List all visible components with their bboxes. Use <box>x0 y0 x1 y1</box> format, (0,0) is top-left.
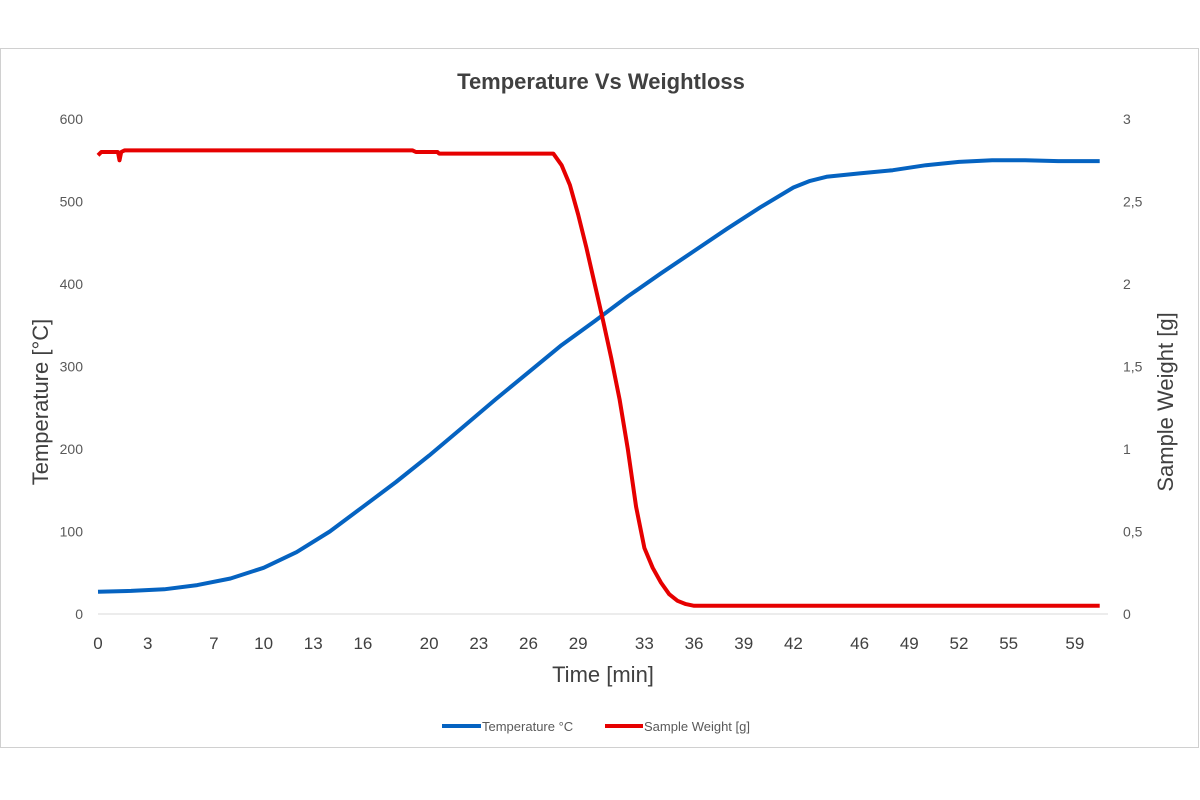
x-tick-label: 16 <box>353 634 372 653</box>
temperature-series-line <box>97 158 1100 594</box>
left-tick-label: 500 <box>60 194 84 210</box>
right-tick-label: 1,5 <box>1123 359 1143 375</box>
x-tick-label: 46 <box>850 634 869 653</box>
x-tick-label: 10 <box>254 634 273 653</box>
x-tick-label: 36 <box>685 634 704 653</box>
x-tick-label: 3 <box>143 634 152 653</box>
left-tick-label: 600 <box>60 111 84 127</box>
right-tick-label: 2 <box>1123 276 1131 292</box>
legend: Temperature °C Sample Weight [g] <box>442 719 750 734</box>
x-tick-label: 23 <box>469 634 488 653</box>
left-tick-label: 200 <box>60 441 84 457</box>
left-axis-title: Temperature [°C] <box>28 319 53 486</box>
x-axis-ticks: 0 3 7 10 13 16 20 23 26 29 33 36 39 42 46 49 52 55 59 <box>93 634 1084 653</box>
right-tick-label: 3 <box>1123 111 1131 127</box>
x-tick-label: 59 <box>1065 634 1084 653</box>
chart-svg: Temperature Vs Weightloss 01002003004005… <box>28 69 1178 734</box>
x-tick-label: 13 <box>304 634 323 653</box>
x-tick-label: 33 <box>635 634 654 653</box>
left-axis-ticks: 0 100 200 300 400 500 600 <box>60 111 84 622</box>
chart-frame: Temperature Vs Weightloss 0 100 200 300 400 5… <box>0 48 1199 748</box>
x-tick-label: 52 <box>950 634 969 653</box>
right-tick-label: 2,5 <box>1123 194 1143 210</box>
x-tick-label: 42 <box>784 634 803 653</box>
x-tick-label: 49 <box>900 634 919 653</box>
x-tick-label: 29 <box>569 634 588 653</box>
left-tick-label: 100 <box>60 524 84 540</box>
right-tick-label: 0 <box>1123 606 1131 622</box>
legend-label-sample-weight: Sample Weight [g] <box>644 719 750 734</box>
x-tick-label: 20 <box>420 634 439 653</box>
x-tick-label: 0 <box>93 634 102 653</box>
right-tick-label: 0,5 <box>1123 524 1143 540</box>
legend-label-temperature: Temperature °C <box>482 719 573 734</box>
x-tick-label: 7 <box>209 634 218 653</box>
left-tick-label: 0 <box>75 606 83 622</box>
chart-title: Temperature Vs Weightloss <box>457 69 745 94</box>
x-axis-title: Time [min] <box>552 662 654 687</box>
left-tick-label: 400 <box>60 276 84 292</box>
right-axis-ticks: 0 0,5 1 1,5 2 2,5 3 <box>1123 111 1143 622</box>
right-axis-title: Sample Weight [g] <box>1153 312 1178 491</box>
right-tick-label: 1 <box>1123 441 1131 457</box>
sample-weight-series-line <box>96 148 1100 608</box>
x-tick-label: 39 <box>734 634 753 653</box>
left-tick-label: 300 <box>60 359 84 375</box>
x-tick-label: 55 <box>999 634 1018 653</box>
x-tick-label: 26 <box>519 634 538 653</box>
